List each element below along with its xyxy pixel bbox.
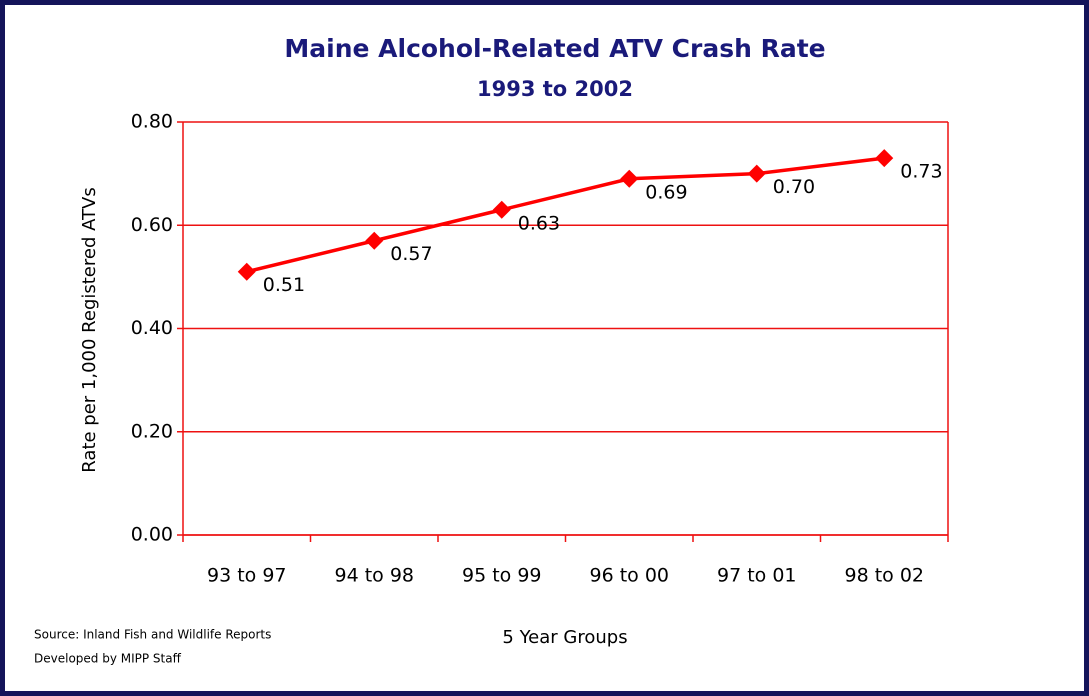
y-tick-label: 0.20 [131, 420, 173, 442]
marker [492, 200, 511, 219]
y-tick-label: 0.00 [131, 524, 173, 546]
marker [620, 169, 639, 188]
marker [747, 164, 766, 183]
marker [365, 231, 384, 250]
x-tick-label: 97 to 01 [717, 565, 797, 587]
data-label: 0.63 [518, 212, 560, 234]
y-tick-label: 0.40 [131, 317, 173, 339]
chart-title: Maine Alcohol-Related ATV Crash Rate [284, 34, 825, 63]
line [246, 156, 885, 274]
source-note: Source: Inland Fish and Wildlife Reports [34, 628, 271, 642]
y-tick-label: 0.60 [131, 214, 173, 236]
x-tick-label: 95 to 99 [462, 565, 542, 587]
chart-subtitle: 1993 to 2002 [477, 77, 633, 101]
data-label: 0.69 [645, 181, 687, 203]
x-tick-label: 98 to 02 [844, 565, 924, 587]
credit-note: Developed by MIPP Staff [34, 652, 182, 666]
x-tick-label: 96 to 00 [589, 565, 669, 587]
marker [237, 262, 256, 281]
data-label: 0.70 [773, 176, 815, 198]
x-tick-label: 94 to 98 [334, 565, 414, 587]
marker [875, 149, 894, 168]
data-label: 0.57 [390, 243, 432, 265]
data-label: 0.73 [900, 161, 942, 183]
data-label: 0.51 [263, 274, 305, 296]
x-axis-label: 5 Year Groups [502, 627, 627, 648]
y-axis-label: Rate per 1,000 Registered ATVs [79, 187, 100, 472]
y-tick-label: 0.80 [131, 111, 173, 133]
x-tick-label: 93 to 97 [207, 565, 287, 587]
